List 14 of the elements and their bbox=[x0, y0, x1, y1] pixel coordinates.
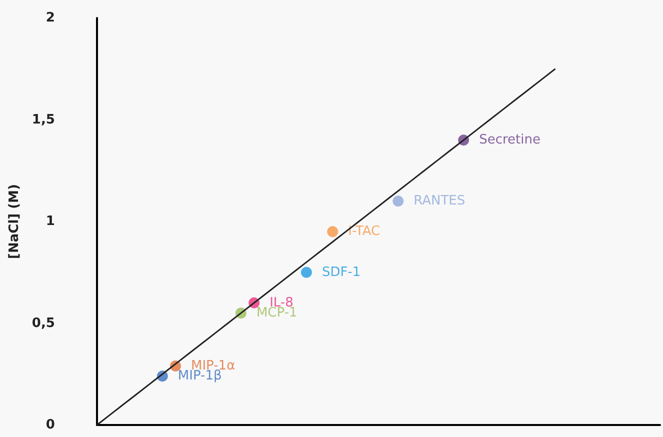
series-label: SDF-1 bbox=[322, 264, 361, 280]
point bbox=[300, 266, 312, 278]
point bbox=[392, 196, 404, 207]
series-label: Secretine bbox=[479, 132, 540, 148]
y-tick-label: 1 bbox=[46, 214, 55, 229]
series-label: I-TAC bbox=[348, 224, 380, 240]
series-label: RANTES bbox=[414, 194, 466, 209]
y-tick-label: 0,5 bbox=[32, 316, 55, 331]
y-axis-title: [NaCl] (M) bbox=[7, 184, 22, 259]
y-tick-label: 0 bbox=[46, 418, 55, 432]
y-tick-label: 1,5 bbox=[32, 112, 55, 128]
point bbox=[327, 226, 338, 238]
line-series bbox=[96, 68, 556, 426]
y-tick-label: 2 bbox=[46, 10, 55, 26]
